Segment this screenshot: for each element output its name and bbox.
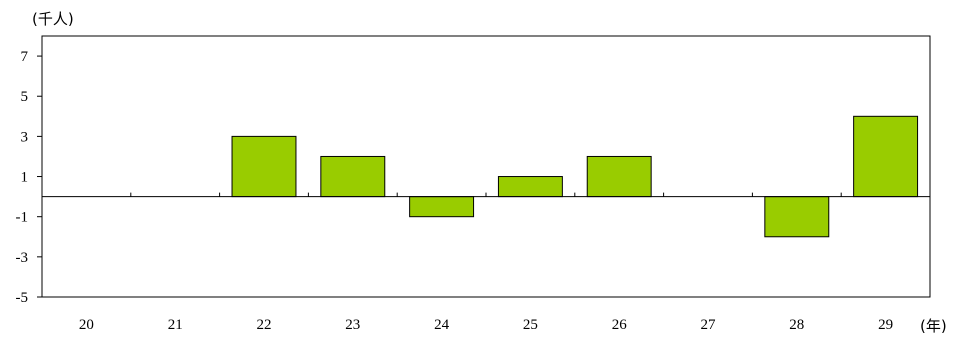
x-axis-ticks: 20 21 22 23 24 25 26 27 28 29 [79,192,893,333]
x-tick-label-26: 26 [612,317,628,333]
bar-26 [586,155,652,198]
x-axis-unit-label: (年) [920,317,947,335]
x-tick-label-28: 28 [789,317,804,333]
x-tick-label-20: 20 [79,317,94,333]
y-tick-label: -1 [16,210,29,226]
plot-area-border [41,35,931,298]
y-tick-label: 7 [21,49,29,65]
bar-23 [320,155,386,198]
y-axis-ticks: 7 5 3 1 -1 -3 -5 [16,49,42,306]
y-tick-label: 1 [21,170,29,186]
bars-group [231,115,919,238]
x-tick-label-29: 29 [878,317,893,333]
bar-22 [231,135,297,198]
y-tick-label: -5 [16,290,29,306]
y-tick-label: 3 [21,129,29,145]
bar-29 [853,115,919,198]
x-tick-label-27: 27 [701,317,717,333]
bar-25 [497,176,563,198]
x-tick-label-21: 21 [168,317,183,333]
x-tick-label-23: 23 [345,317,360,333]
y-axis-unit-label: (千人) [32,10,74,28]
y-tick-label: 5 [21,89,29,105]
bar-28 [764,196,830,238]
x-tick-label-25: 25 [523,317,538,333]
bar-24 [409,196,475,218]
y-tick-label: -3 [16,250,29,266]
x-tick-label-22: 22 [257,317,272,333]
x-tick-label-24: 24 [434,317,450,333]
